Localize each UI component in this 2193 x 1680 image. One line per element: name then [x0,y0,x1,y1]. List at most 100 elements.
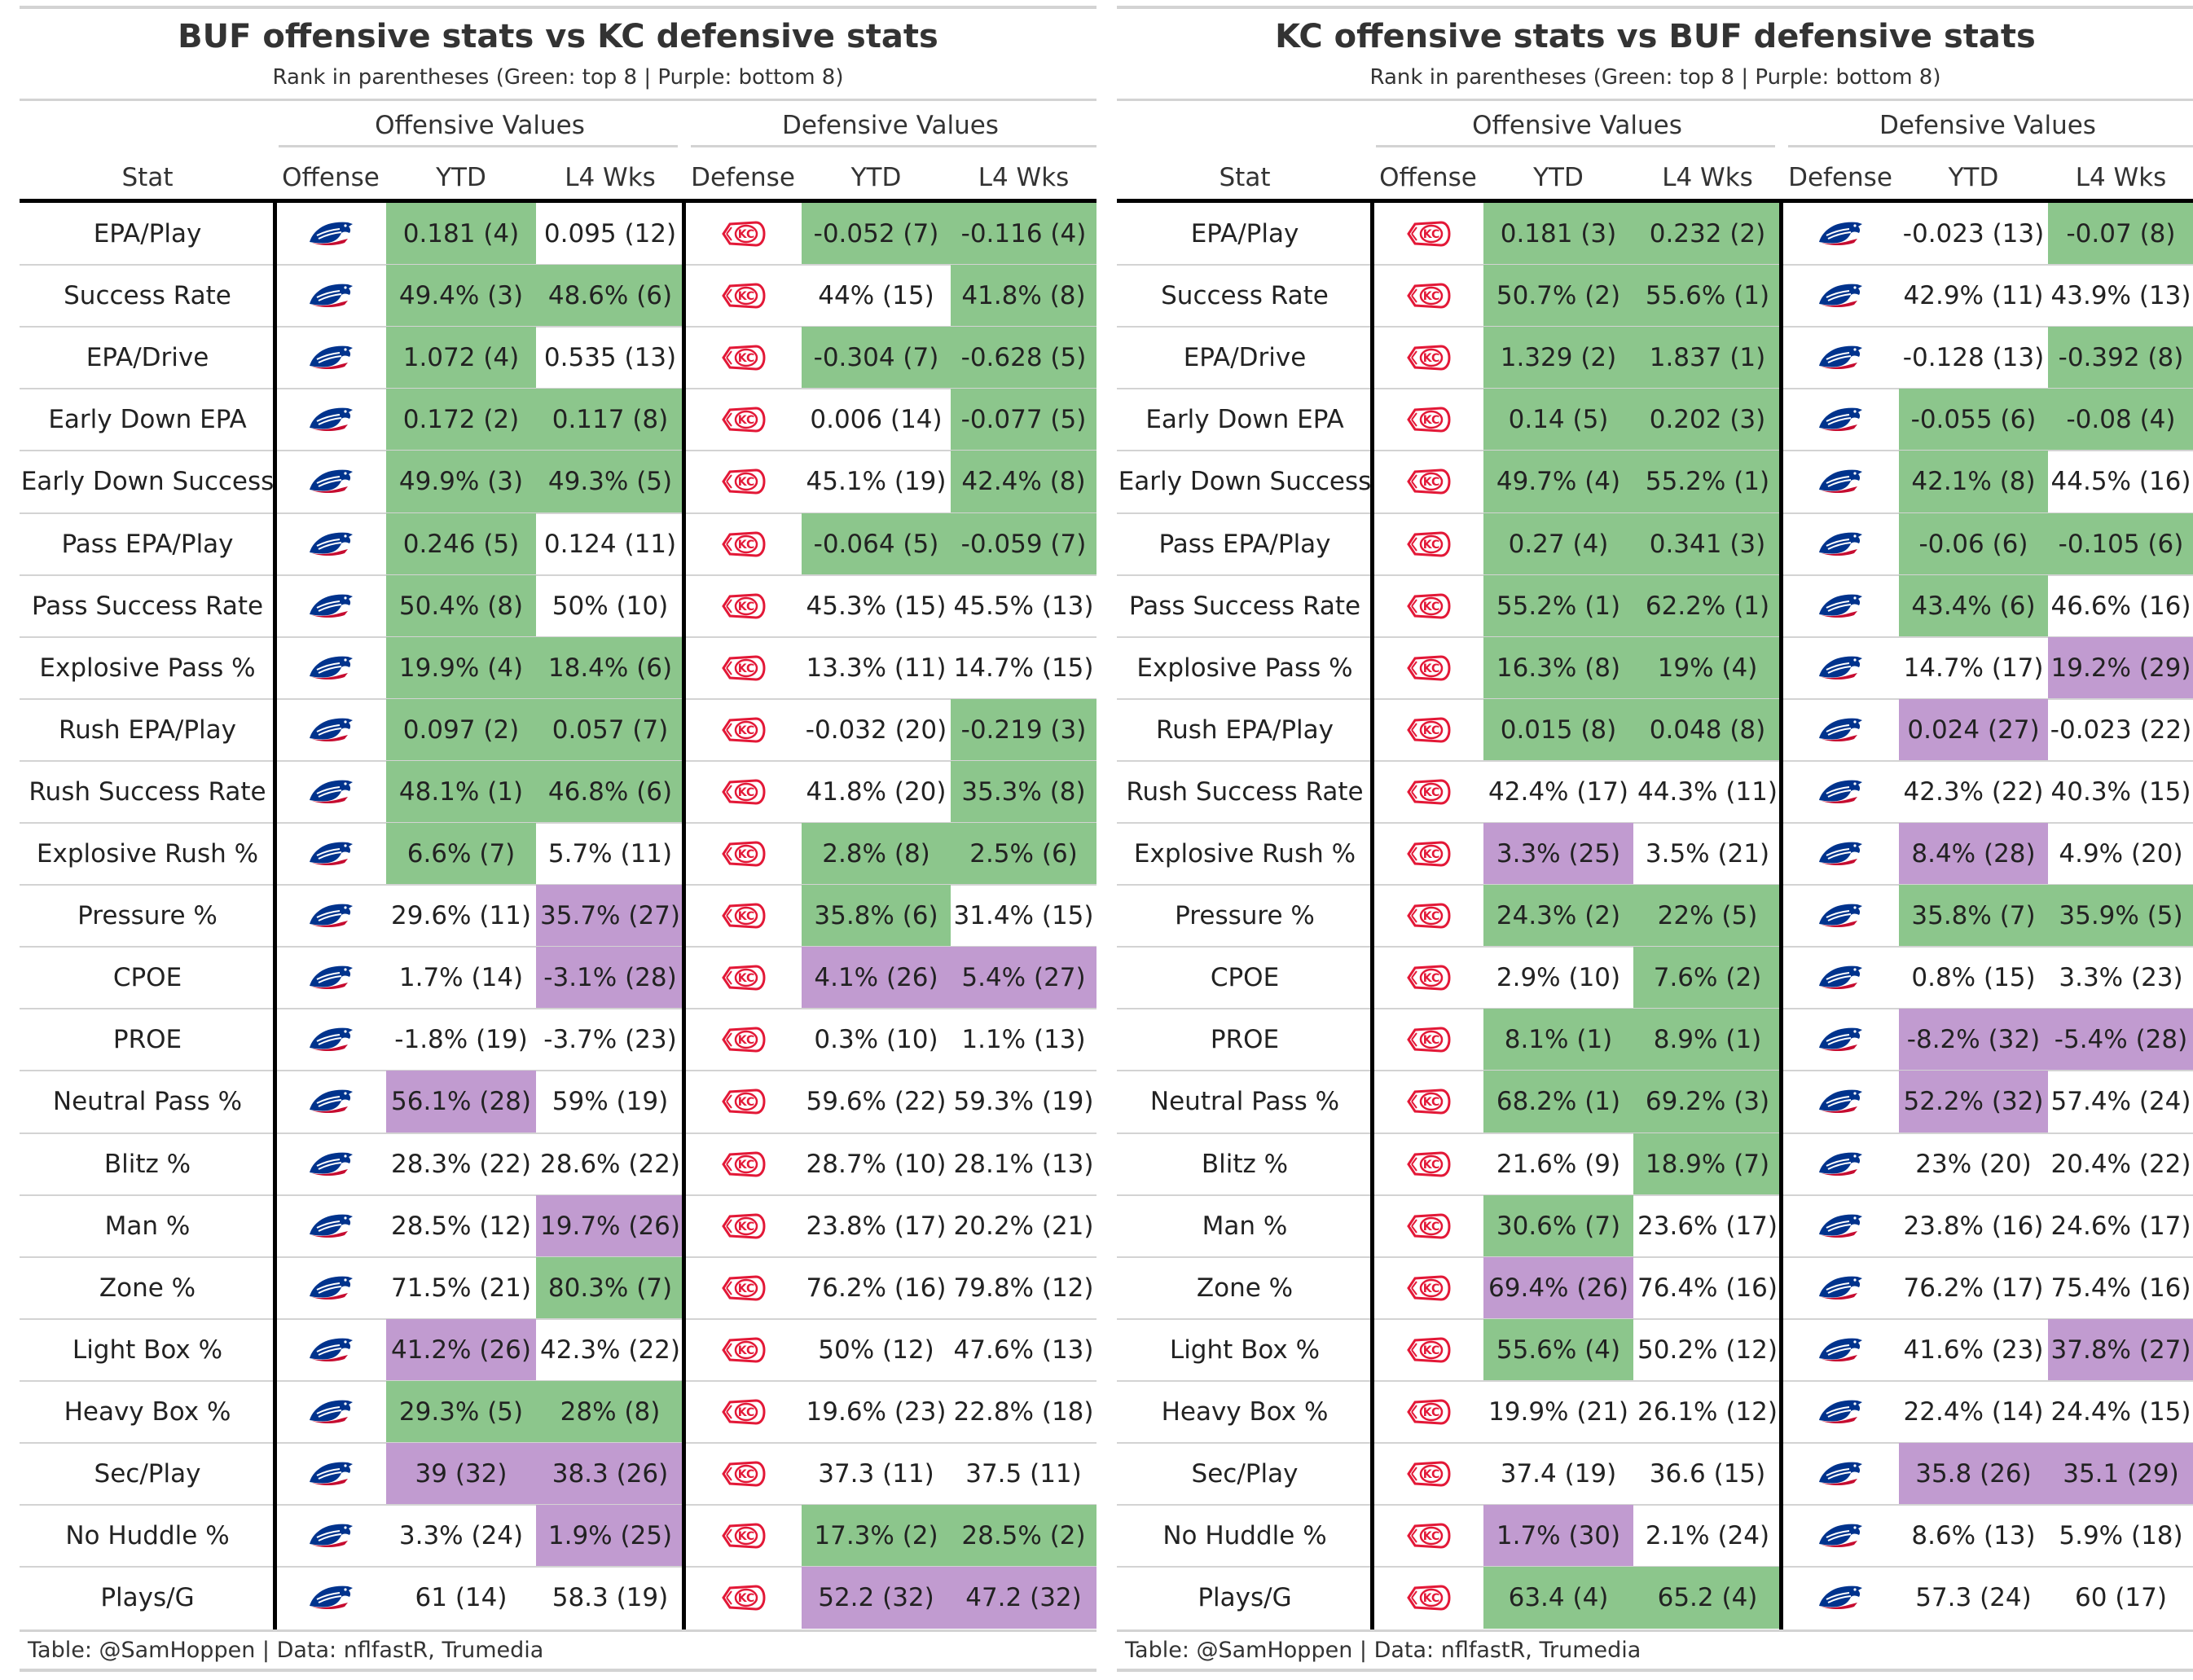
svg-text:KC: KC [1423,662,1440,675]
stat-name: CPOE [1210,963,1280,993]
value-cell-def-l4: -0.08 (4) [2048,389,2193,451]
chiefs-logo-icon: KC [684,885,802,947]
chiefs-logo-icon: KC [1373,637,1483,699]
chiefs-logo-icon: KC [1373,1443,1483,1505]
value-cell-def-l4: 35.9% (5) [2048,885,2193,948]
value-cell-def-l4: 47.2 (32) [951,1567,1096,1629]
value-cell-off-ytd: 0.181 (3) [1483,203,1633,265]
svg-text:KC: KC [1423,1282,1440,1295]
divider-defense [682,203,686,1629]
table-row: PROE KC 8.1% (1) 8.9% (1) -8.2% (32) -5.4% (2… [1117,1009,2193,1071]
value-cell-def-l4: 20.4% (22) [2050,1149,2191,1179]
value-cell-def-l4: 2.5% (6) [951,823,1096,885]
table-source-caption: Table: @SamHoppen | Data: nflfastR, Trum… [28,1638,544,1663]
column-header-off-l4: L4 Wks [1662,163,1753,192]
value-cell-def-ytd: 13.3% (11) [806,653,947,683]
table-row: Pass EPA/Play KC 0.27 (4) 0.341 (3) -0.06 (6… [1117,512,2193,575]
value-cell-def-ytd: 23.8% (16) [1903,1211,2044,1241]
value-cell-off-ytd: 0.27 (4) [1483,512,1633,575]
bills-logo-icon [275,823,386,885]
row-divider [1117,1317,2193,1320]
value-cell-off-ytd: 55.6% (4) [1483,1318,1633,1381]
top-rule [20,6,1096,9]
chiefs-logo-icon: KC [684,1009,802,1071]
value-cell-def-l4: 42.4% (8) [951,451,1096,513]
table-bottom-rule [20,1629,1096,1632]
bills-logo-icon [1782,637,1899,699]
value-cell-off-ytd: 69.4% (26) [1483,1256,1633,1319]
table-body: BUF offensive stats vs KC defensive stat… [20,0,1096,1680]
column-header-defense: Defense [691,163,795,192]
column-header-stat: Stat [1219,163,1271,192]
value-cell-def-ytd: 41.8% (20) [806,776,947,807]
bottom-rule [20,1669,1096,1672]
value-cell-off-l4: 23.6% (17) [1637,1211,1778,1241]
chiefs-logo-icon: KC [684,327,802,389]
table-row: CPOE KC 2.9% (10) 7.6% (2) 0.8% (15) 3.3% (23… [1117,947,2193,1009]
stat-name: Pressure % [77,901,218,931]
value-cell-off-l4: 50% (10) [552,591,669,621]
table-row: EPA/Play KC 0.181 (4) 0.095 (12) -0.052 (7) -… [20,203,1096,265]
svg-text:KC: KC [738,1096,755,1109]
value-cell-off-ytd: 29.6% (11) [391,901,531,931]
stat-name: Explosive Rush % [36,839,259,869]
table-body: KC offensive stats vs BUF defensive stat… [1117,0,2193,1680]
stat-name: Man % [104,1211,191,1241]
value-cell-off-l4: -3.1% (28) [536,947,684,1009]
chiefs-logo-icon: KC [1373,1133,1483,1195]
stat-name: Neutral Pass % [52,1087,243,1117]
stat-name: EPA/Drive [86,343,209,373]
bills-logo-icon [275,1381,386,1443]
stat-name: Early Down Success [20,467,275,497]
column-header-def-ytd: YTD [1948,163,1999,192]
svg-text:KC: KC [738,1468,755,1481]
value-cell-def-l4: 60 (17) [2075,1583,2167,1613]
chiefs-logo-icon: KC [1373,947,1483,1009]
value-cell-def-ytd: 14.7% (17) [1903,653,2044,683]
subtitle-rule [20,99,1096,101]
bills-logo-icon [275,1257,386,1319]
value-cell-off-l4: 59% (19) [552,1087,669,1117]
stat-name: Sec/Play [1191,1459,1299,1489]
row-divider [20,512,1096,514]
value-cell-def-ytd: 22.4% (14) [1903,1396,2044,1427]
value-cell-off-ytd: 8.1% (1) [1483,1009,1633,1071]
chiefs-logo-icon: KC [684,1319,802,1381]
value-cell-def-l4: 1.1% (13) [961,1025,1086,1055]
value-cell-off-ytd: -1.8% (19) [394,1025,528,1055]
value-cell-def-l4: 5.4% (27) [951,947,1096,1009]
value-cell-off-l4: 80.3% (7) [536,1256,684,1319]
value-cell-off-l4: 62.2% (1) [1633,574,1782,637]
value-cell-def-ytd: 45.3% (15) [806,591,947,621]
value-cell-off-l4: 3.5% (21) [1645,839,1770,869]
chiefs-logo-icon: KC [684,1443,802,1505]
table-source-caption: Table: @SamHoppen | Data: nflfastR, Trum… [1125,1638,1641,1663]
svg-text:KC: KC [1423,1468,1440,1481]
value-cell-off-ytd: 1.7% (30) [1483,1505,1633,1568]
value-cell-off-ytd: 71.5% (21) [391,1273,531,1303]
value-cell-def-l4: 19.2% (29) [2048,636,2193,699]
value-cell-def-ytd: -0.023 (13) [1902,219,2045,248]
table-title: BUF offensive stats vs KC defensive stat… [178,18,938,55]
bills-logo-icon [275,1443,386,1505]
svg-text:KC: KC [738,786,755,799]
bills-logo-icon [275,699,386,761]
column-header-offense: Offense [1379,163,1477,192]
value-cell-off-ytd: 55.2% (1) [1483,574,1633,637]
bills-logo-icon [1782,1319,1899,1381]
table-title: KC offensive stats vs BUF defensive stat… [1275,18,2036,55]
value-cell-off-l4: 22% (5) [1633,885,1782,948]
value-cell-def-l4: 46.6% (16) [2050,591,2191,621]
bills-logo-icon [275,513,386,575]
value-cell-off-l4: 38.3 (26) [536,1443,684,1505]
chiefs-logo-icon: KC [1373,389,1483,451]
value-cell-def-l4: -0.077 (5) [951,389,1096,451]
column-header-def-l4: L4 Wks [978,163,1070,192]
svg-text:KC: KC [738,1406,755,1419]
value-cell-off-ytd: 3.3% (24) [398,1521,524,1551]
value-cell-off-l4: 19.7% (26) [536,1194,684,1257]
value-cell-def-ytd: 44% (15) [818,281,934,311]
value-cell-off-l4: 0.057 (7) [536,698,684,761]
bills-logo-icon [1782,885,1899,947]
value-cell-off-l4: 19% (4) [1633,636,1782,699]
